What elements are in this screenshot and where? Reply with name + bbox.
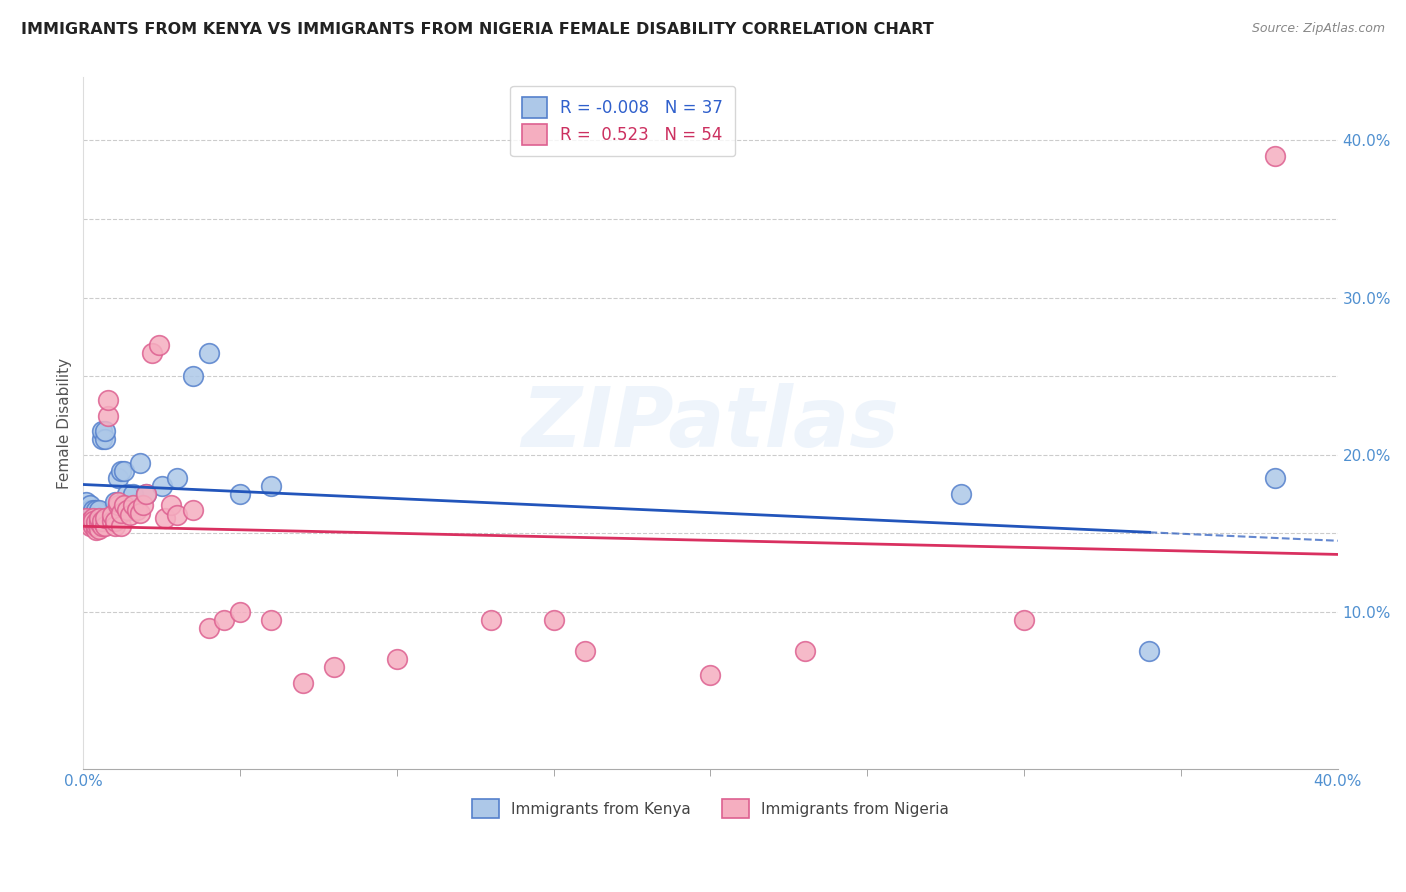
Point (115, 503, 138, 517)
Point (122, 498, 145, 512)
Point (112, 498, 135, 512)
Point (84, 518, 107, 533)
Point (87, 516, 110, 530)
Point (699, 668, 721, 682)
Point (104, 518, 127, 533)
Point (160, 498, 183, 512)
Point (107, 495, 129, 509)
Point (112, 464, 135, 478)
Point (87, 518, 110, 533)
Text: IMMIGRANTS FROM KENYA VS IMMIGRANTS FROM NIGERIA FEMALE DISABILITY CORRELATION C: IMMIGRANTS FROM KENYA VS IMMIGRANTS FROM… (21, 22, 934, 37)
Point (115, 487, 138, 501)
Point (166, 508, 188, 522)
Point (79, 518, 101, 533)
Point (97, 510, 120, 524)
Point (120, 503, 142, 517)
Point (107, 471, 129, 485)
Point (148, 337, 170, 351)
Point (950, 487, 973, 501)
Point (153, 510, 176, 524)
Point (91, 518, 114, 533)
Point (122, 487, 145, 501)
Point (323, 660, 346, 674)
Point (97, 392, 120, 407)
Point (181, 369, 204, 384)
Point (91, 432, 114, 446)
Point (94, 424, 117, 438)
Point (214, 613, 236, 627)
Point (110, 464, 132, 478)
Point (82, 514, 104, 528)
Point (94, 518, 117, 533)
Point (82, 506, 104, 520)
Point (197, 345, 219, 359)
Point (120, 508, 142, 522)
Point (97, 409, 120, 423)
Point (1264, 149, 1286, 163)
Point (91, 424, 114, 438)
Point (91, 514, 114, 528)
Point (125, 503, 148, 517)
Point (94, 432, 117, 446)
Text: ZIPatlas: ZIPatlas (522, 383, 900, 464)
Point (128, 506, 150, 520)
Point (793, 644, 815, 658)
Point (128, 456, 150, 470)
Point (94, 510, 117, 524)
Text: Source: ZipAtlas.com: Source: ZipAtlas.com (1251, 22, 1385, 36)
Point (104, 514, 127, 528)
Point (82, 518, 104, 533)
Point (84, 518, 107, 533)
Point (132, 498, 155, 512)
Point (1139, 644, 1161, 658)
Y-axis label: Female Disability: Female Disability (58, 358, 72, 489)
Point (479, 613, 502, 627)
Point (79, 503, 101, 517)
Point (82, 510, 104, 524)
Point (385, 652, 408, 666)
Point (135, 487, 157, 501)
Point (82, 510, 104, 524)
Point (84, 508, 107, 522)
Point (543, 613, 565, 627)
Point (100, 508, 122, 522)
Point (107, 498, 129, 512)
Point (87, 510, 110, 524)
Point (291, 675, 314, 690)
Point (82, 503, 104, 517)
Point (229, 605, 252, 619)
Point (79, 514, 101, 528)
Point (100, 510, 122, 524)
Point (110, 518, 132, 533)
Point (150, 479, 173, 493)
Point (84, 516, 107, 530)
Point (574, 644, 596, 658)
Point (166, 471, 188, 485)
Point (260, 479, 283, 493)
Legend: Immigrants from Kenya, Immigrants from Nigeria: Immigrants from Kenya, Immigrants from N… (465, 793, 956, 824)
Point (197, 621, 219, 635)
Point (110, 506, 132, 520)
Point (1264, 471, 1286, 485)
Point (87, 503, 110, 517)
Point (84, 503, 107, 517)
Point (84, 524, 107, 538)
Point (87, 510, 110, 524)
Point (135, 487, 157, 501)
Point (79, 498, 101, 512)
Point (1012, 613, 1035, 627)
Point (84, 514, 107, 528)
Point (100, 514, 122, 528)
Point (87, 522, 110, 536)
Point (75, 510, 97, 524)
Point (260, 613, 283, 627)
Point (75, 495, 97, 509)
Point (181, 503, 204, 517)
Point (229, 487, 252, 501)
Point (104, 495, 127, 509)
Point (141, 345, 163, 359)
